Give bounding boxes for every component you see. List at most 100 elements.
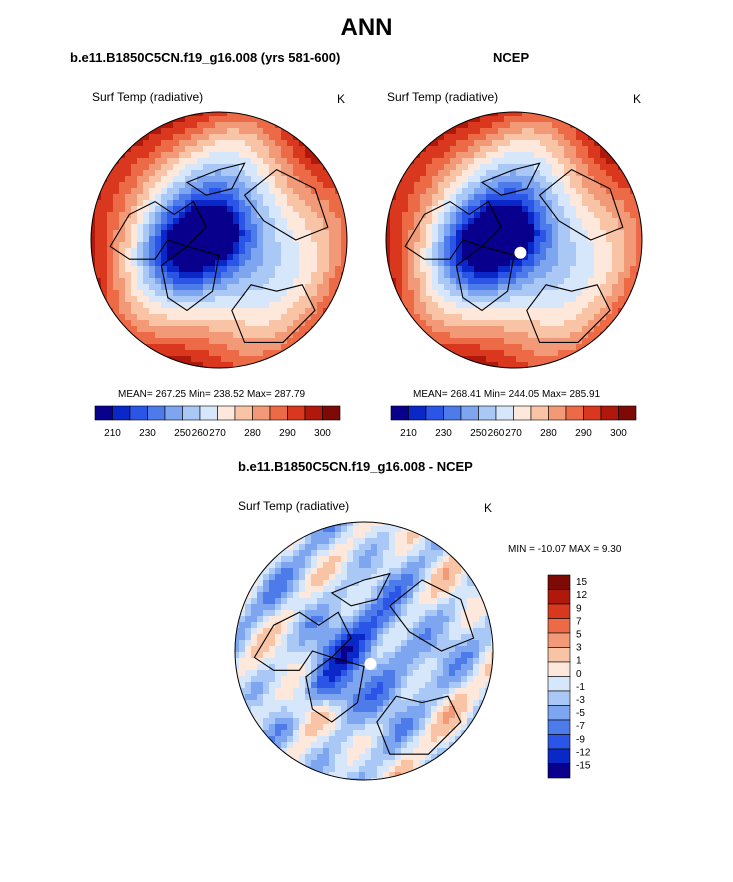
coastline-2 <box>231 284 316 343</box>
colorbar-box <box>565 405 584 421</box>
panel3-map <box>234 521 494 781</box>
missing-data-pole <box>364 657 377 670</box>
colorbar-box <box>217 405 236 421</box>
colorbar-box <box>547 676 571 692</box>
colorbar-tick-label: 290 <box>279 428 296 439</box>
colorbar-tick-label: 270 <box>505 428 522 439</box>
panel2-title: NCEP <box>493 50 530 65</box>
colorbar-box <box>460 405 479 421</box>
coastline-1 <box>305 656 365 723</box>
panel3-stats: MIN = -10.07 MAX = 9.30 <box>508 544 622 555</box>
map-boundary <box>90 111 348 369</box>
colorbar-tick-label: 15 <box>576 577 588 588</box>
coastline-3 <box>243 168 329 241</box>
coastline-2 <box>376 695 462 755</box>
colorbar-box <box>408 405 427 421</box>
colorbar-box <box>547 647 571 663</box>
colorbar-box <box>547 705 571 721</box>
colorbar-tick-label: 5 <box>576 629 582 640</box>
colorbar-tick-label: -15 <box>576 760 591 771</box>
colorbar-box <box>513 405 532 421</box>
colorbar-box <box>112 405 131 421</box>
colorbar-tick-label: -3 <box>576 695 585 706</box>
colorbar-box <box>547 734 571 750</box>
colorbar-tick-label: 9 <box>576 603 582 614</box>
coastline-4 <box>185 162 246 196</box>
colorbar-box <box>547 690 571 706</box>
colorbar-tick-label: 290 <box>575 428 592 439</box>
colorbar-tick-label: 300 <box>314 428 331 439</box>
colorbar-box <box>547 719 571 735</box>
colorbar-tick-label: 1 <box>576 656 582 667</box>
colorbar-tick-label: 210 <box>400 428 417 439</box>
colorbar-tick-label: 3 <box>576 643 582 654</box>
panel1-title: b.e11.B1850C5CN.f19_g16.008 (yrs 581-600… <box>70 50 341 65</box>
colorbar-tick-label: 0 <box>576 669 582 680</box>
colorbar-tick-label: 280 <box>244 428 261 439</box>
colorbar-tick-label: 12 <box>576 590 588 601</box>
colorbar-tick-label: -5 <box>576 708 585 719</box>
colorbar-box <box>478 405 497 421</box>
coastline-0 <box>404 200 502 260</box>
colorbar-tick-label: 260 <box>192 428 209 439</box>
colorbar-tick-label: 280 <box>540 428 557 439</box>
colorbar-tick-label: -7 <box>576 721 585 732</box>
colorbar-box <box>548 405 567 421</box>
panel2-variable-label: Surf Temp (radiative) <box>387 90 499 104</box>
colorbar-box <box>600 405 619 421</box>
panel3-title: b.e11.B1850C5CN.f19_g16.008 - NCEP <box>238 459 473 474</box>
colorbar-box <box>583 405 602 421</box>
colorbar-tick-label: -12 <box>576 747 591 758</box>
colorbar-tick-label: 250 <box>470 428 487 439</box>
coastline-3 <box>538 168 624 241</box>
colorbar-tick-label: 210 <box>104 428 121 439</box>
colorbar-tick-label: 230 <box>435 428 452 439</box>
colorbar-box <box>547 603 571 619</box>
missing-data-pole <box>514 246 527 259</box>
colorbar-box <box>547 589 571 605</box>
colorbar-tick-label: 260 <box>488 428 505 439</box>
colorbar-box <box>94 405 113 421</box>
panel2-stats: MEAN= 268.41 Min= 244.05 Max= 285.91 <box>413 389 601 400</box>
colorbar-tick-label: 250 <box>174 428 191 439</box>
panel2-map <box>385 111 643 369</box>
colorbar-box <box>252 405 271 421</box>
colorbar-box <box>443 405 462 421</box>
coastline-1 <box>455 245 515 312</box>
panel2-colorbar: 210 230 250 260 270 280 290 300 <box>390 405 637 439</box>
coastline-4 <box>330 572 391 607</box>
colorbar-box <box>234 405 253 421</box>
panel1-colorbar: 210 230 250 260 270 280 290 300 <box>94 405 341 439</box>
map-boundary <box>234 521 494 781</box>
panel1-units-label: K <box>337 92 346 106</box>
colorbar-tick-label: -1 <box>576 682 585 693</box>
colorbar-box <box>304 405 323 421</box>
map-boundary <box>385 111 643 369</box>
colorbar-box <box>530 405 549 421</box>
colorbar-box <box>287 405 306 421</box>
colorbar-tick-label: 7 <box>576 616 582 627</box>
coastline-1 <box>160 245 220 312</box>
colorbar-box <box>547 618 571 634</box>
colorbar-box <box>547 574 571 590</box>
colorbar-tick-label: 230 <box>139 428 156 439</box>
coastline-3 <box>389 579 475 652</box>
colorbar-box <box>547 632 571 648</box>
colorbar-box <box>547 748 571 764</box>
colorbar-box <box>390 405 409 421</box>
panel3-variable-label: Surf Temp (radiative) <box>238 499 350 513</box>
colorbar-box <box>182 405 201 421</box>
colorbar-box <box>547 763 571 779</box>
colorbar-box <box>269 405 288 421</box>
colorbar-box <box>322 405 341 421</box>
coastline-4 <box>480 162 541 196</box>
coastline-0 <box>253 611 352 671</box>
colorbar-box <box>618 405 637 421</box>
colorbar-box <box>547 661 571 677</box>
panel1-variable-label: Surf Temp (radiative) <box>92 90 204 104</box>
coastline-0 <box>109 200 207 260</box>
colorbar-tick-label: 270 <box>209 428 226 439</box>
panel1-map <box>90 111 348 369</box>
panel3-colorbar: 15 12 9 7 5 3 1 0 -1 -3 -5 -7 -9 -12 -15 <box>547 574 591 779</box>
colorbar-tick-label: 300 <box>610 428 627 439</box>
